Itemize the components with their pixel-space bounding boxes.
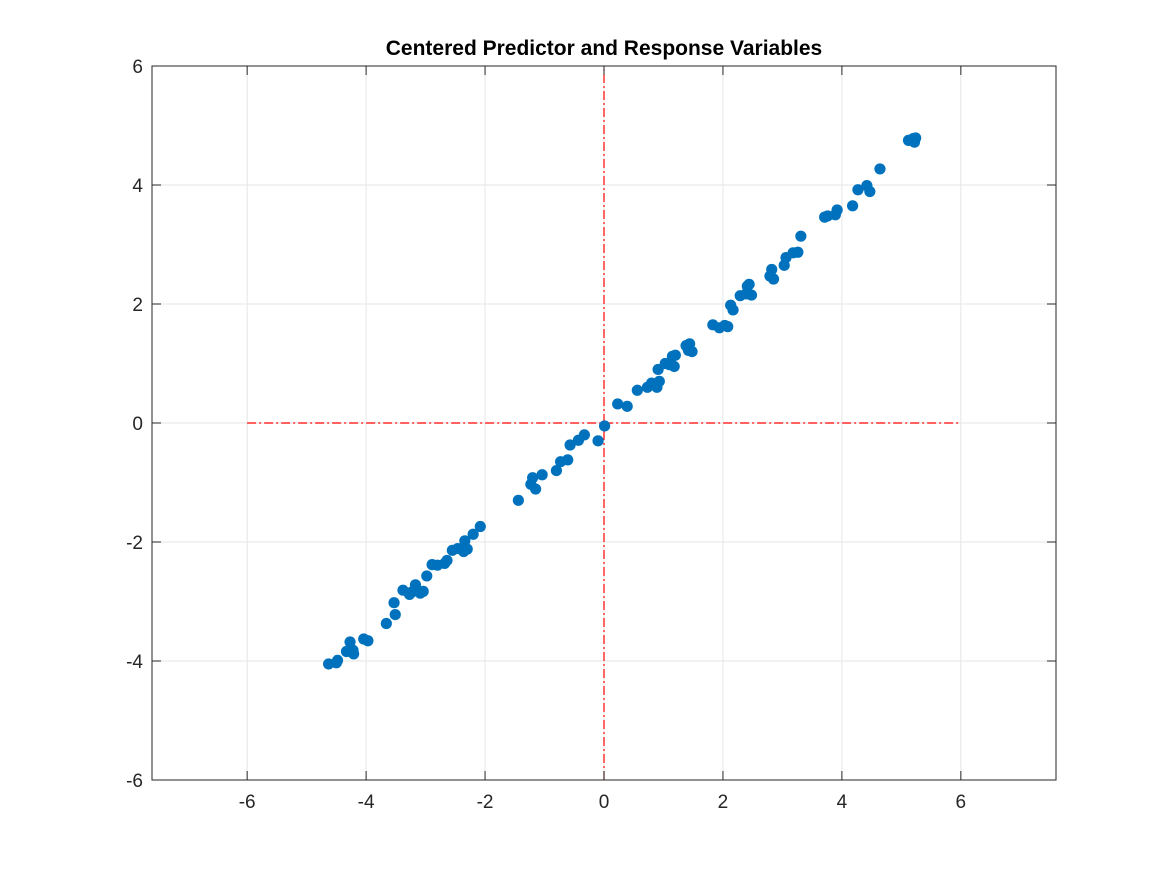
data-point bbox=[512, 494, 524, 506]
y-tick-label: 0 bbox=[132, 414, 143, 435]
x-tick-label: 2 bbox=[718, 792, 729, 813]
data-point bbox=[380, 617, 392, 630]
x-tick-label: 6 bbox=[956, 792, 967, 813]
x-tick-label: 4 bbox=[837, 792, 848, 813]
y-tick-label: -4 bbox=[126, 652, 143, 673]
data-point bbox=[562, 454, 574, 466]
data-point bbox=[564, 439, 576, 451]
data-point bbox=[745, 289, 758, 301]
data-point bbox=[331, 654, 344, 667]
y-tick-label: 2 bbox=[132, 295, 143, 316]
x-tick-label: -4 bbox=[358, 792, 375, 813]
data-point bbox=[874, 163, 886, 175]
data-point bbox=[621, 400, 633, 412]
data-point bbox=[578, 429, 590, 441]
y-tick-label: 4 bbox=[132, 176, 143, 197]
data-point bbox=[441, 554, 453, 567]
data-point bbox=[417, 585, 429, 597]
data-point bbox=[550, 465, 563, 477]
data-point bbox=[388, 597, 400, 609]
data-point bbox=[530, 483, 542, 495]
data-point bbox=[847, 200, 859, 212]
chart-title: Centered Predictor and Response Variable… bbox=[385, 37, 823, 60]
data-point bbox=[467, 528, 479, 540]
data-point bbox=[743, 278, 755, 290]
data-point bbox=[722, 321, 734, 333]
data-point bbox=[631, 384, 643, 396]
data-point bbox=[653, 375, 665, 387]
data-point bbox=[766, 263, 778, 276]
data-point bbox=[686, 346, 698, 358]
y-tick-label: -6 bbox=[126, 771, 143, 792]
data-point bbox=[598, 420, 611, 432]
data-point bbox=[527, 472, 539, 484]
y-tick-label: -2 bbox=[126, 533, 143, 554]
y-tick-label: 6 bbox=[132, 57, 143, 78]
data-point bbox=[474, 520, 486, 533]
data-point bbox=[831, 204, 843, 216]
data-point bbox=[910, 132, 922, 144]
data-point bbox=[536, 469, 548, 481]
x-tick-label: -2 bbox=[477, 792, 494, 813]
data-point bbox=[592, 435, 604, 447]
data-point bbox=[792, 246, 804, 258]
x-tick-label: 0 bbox=[599, 792, 610, 813]
data-point bbox=[668, 360, 680, 373]
axes-box bbox=[151, 65, 1057, 781]
data-point bbox=[669, 349, 681, 361]
data-point bbox=[421, 570, 433, 582]
data-point bbox=[612, 398, 624, 410]
tick-labels: -6 -4 -2 0 2 4 6 -6 -4 -2 0 2 4 6 bbox=[126, 57, 966, 813]
data-point bbox=[727, 304, 739, 316]
data-point bbox=[389, 608, 401, 621]
data-point bbox=[795, 230, 807, 242]
data-point bbox=[461, 543, 473, 555]
data-point bbox=[409, 579, 422, 591]
data-point bbox=[362, 635, 374, 647]
data-point bbox=[852, 184, 864, 196]
scatter-points bbox=[323, 132, 922, 670]
x-tick-label: -6 bbox=[239, 792, 256, 813]
data-point bbox=[767, 273, 780, 285]
data-point bbox=[348, 648, 360, 660]
data-point bbox=[864, 185, 876, 198]
